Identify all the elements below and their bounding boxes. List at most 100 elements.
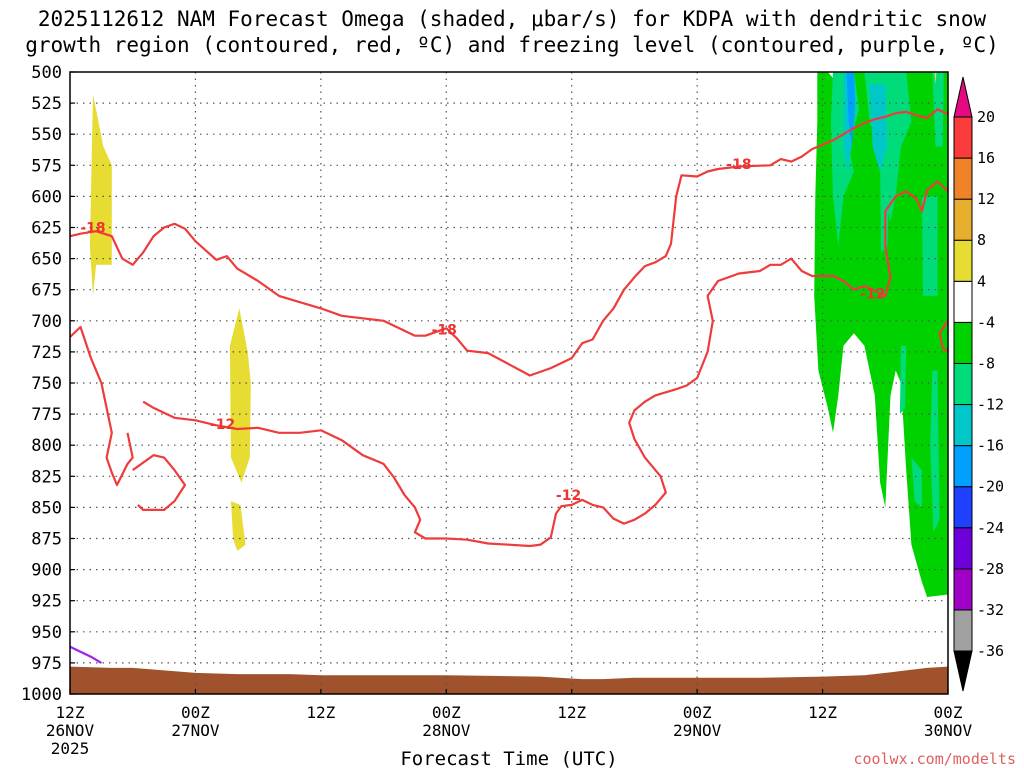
colorbar-label-4: -20 (977, 478, 1004, 496)
x-tick-date-36: 28NOV (422, 721, 471, 740)
omega-region-10 (869, 84, 888, 172)
contour-label-3: -12 (210, 417, 235, 433)
colorbar-label-2: -28 (977, 560, 1004, 578)
omega-region-6 (911, 457, 922, 508)
contour-label-layer: -18 -18 -18 -12 -12 -12 (80, 157, 885, 504)
colorbar: -36 -32 -28 -24 -20 -16 -12 -8 -4 4 8 12 16 20 (953, 76, 1004, 692)
y-tick-label-650: 650 (31, 250, 62, 270)
colorbar-label-12: 16 (977, 149, 995, 167)
colorbar-label-8: -4 (977, 313, 995, 331)
y-tick-label-975: 975 (31, 654, 62, 674)
y-tick-label-950: 950 (31, 623, 62, 643)
x-tick-time-72: 12Z (808, 703, 837, 722)
omega-region-7 (880, 165, 890, 253)
y-axis: 500 525 550 575 600 625 650 675 700 725 750 775 800 8… (21, 63, 75, 705)
contour-label-4: -12 (556, 488, 581, 504)
omega-region-14 (231, 501, 246, 551)
credit-text: coolwx.com/modelts (853, 750, 1016, 768)
y-tick-label-725: 725 (31, 343, 62, 363)
y-tick-label-550: 550 (31, 125, 62, 145)
colorbar-swatch-2 (953, 527, 973, 570)
omega-region-4 (899, 345, 907, 415)
colorbar-swatch-0 (953, 609, 973, 652)
colorbar-swatch-10 (953, 198, 973, 241)
colorbar-swatch-8 (953, 280, 973, 323)
y-tick-label-675: 675 (31, 281, 62, 301)
contour-label-1: -18 (432, 323, 457, 339)
colorbar-label-6: -12 (977, 396, 1004, 414)
x-tick-time-24: 12Z (306, 703, 335, 722)
dgz-contour-0 (69, 108, 949, 377)
x-tick-date-0: 26NOV (46, 721, 95, 740)
plot-background (70, 72, 948, 694)
dgz-contour-2 (132, 454, 187, 511)
dgz-contour-1 (69, 325, 134, 487)
colorbar-label-7: -8 (977, 354, 995, 372)
colorbar-label-1: -32 (977, 601, 1004, 619)
colorbar-swatch-4 (953, 445, 973, 488)
y-tick-label-575: 575 (31, 156, 62, 176)
terrain-layer (70, 666, 948, 694)
y-tick-label-525: 525 (31, 94, 62, 114)
colorbar-swatch-11 (953, 157, 973, 200)
x-tick-time-12: 00Z (181, 703, 210, 722)
omega-shading-layer (89, 72, 948, 597)
contour-label-5: -12 (860, 286, 885, 302)
chart-title: 2025112612 NAM Forecast Omega (shaded, μ… (0, 6, 1024, 58)
x-tick-year-0: 2025 (51, 739, 90, 758)
colorbar-swatch-12 (953, 116, 973, 159)
contour-label-0: -18 (80, 221, 105, 237)
y-tick-label-625: 625 (31, 219, 62, 239)
y-tick-label-925: 925 (31, 592, 62, 612)
terrain-fill (70, 666, 948, 694)
colorbar-label-11: 12 (977, 190, 995, 208)
dgz-contour-4 (938, 320, 949, 353)
colorbar-cap-top (953, 76, 973, 118)
x-axis-title: Forecast Time (UTC) (400, 748, 617, 768)
y-tick-label-500: 500 (31, 63, 62, 83)
colorbar-swatch-5 (953, 404, 973, 447)
x-tick-time-48: 12Z (557, 703, 586, 722)
y-tick-label-1000: 1000 (21, 685, 62, 705)
x-tick-date-84: 30NOV (924, 721, 973, 740)
y-tick-label-875: 875 (31, 530, 62, 550)
colorbar-label-9: 4 (977, 272, 986, 290)
x-tick-time-36: 00Z (432, 703, 461, 722)
colorbar-cap-bottom (953, 650, 973, 692)
y-tick-label-600: 600 (31, 187, 62, 207)
colorbar-swatch-7 (953, 321, 973, 364)
omega-region-12 (89, 94, 112, 296)
colorbar-label-10: 8 (977, 231, 986, 249)
omega-region-8 (921, 196, 938, 296)
x-tick-date-60: 29NOV (673, 721, 722, 740)
colorbar-label-5: -16 (977, 437, 1004, 455)
colorbar-label-3: -24 (977, 519, 1004, 537)
colorbar-label-0: -36 (977, 642, 1004, 660)
y-tick-label-800: 800 (31, 436, 62, 456)
x-tick-time-84: 00Z (934, 703, 963, 722)
colorbar-swatch-1 (953, 568, 973, 611)
y-tick-label-850: 850 (31, 498, 62, 518)
dgz-contour-3 (142, 180, 949, 548)
colorbar-swatch-9 (953, 239, 973, 282)
title-line1: 2025112612 NAM Forecast Omega (shaded, μ… (37, 7, 987, 31)
colorbar-label-13: 20 (977, 108, 995, 126)
y-tick-label-700: 700 (31, 312, 62, 332)
omega-region-5 (930, 370, 940, 533)
x-tick-time-60: 00Z (683, 703, 712, 722)
x-tick-time-0: 12Z (56, 703, 85, 722)
title-line2: growth region (contoured, red, ºC) and f… (25, 33, 999, 57)
x-tick-date-12: 27NOV (171, 721, 220, 740)
contour-layer (69, 108, 949, 664)
freezing-level-contour-0 (69, 645, 102, 664)
y-tick-label-825: 825 (31, 467, 62, 487)
y-tick-label-775: 775 (31, 405, 62, 425)
colorbar-swatch-6 (953, 362, 973, 406)
contour-label-2: -18 (726, 157, 751, 173)
colorbar-swatch-3 (953, 486, 973, 529)
y-tick-label-900: 900 (31, 561, 62, 581)
y-tick-label-750: 750 (31, 374, 62, 394)
omega-region-15 (934, 72, 937, 85)
